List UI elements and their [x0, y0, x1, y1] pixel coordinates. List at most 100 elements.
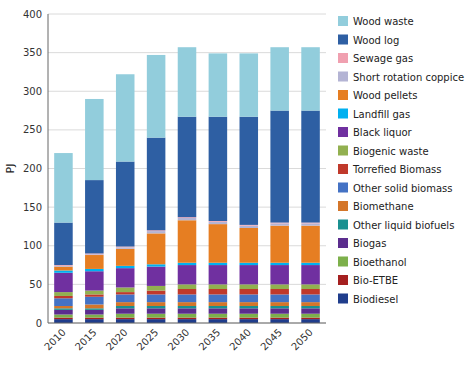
bar-segment — [209, 318, 228, 320]
bar-segment — [54, 296, 73, 298]
bar-segment — [85, 294, 104, 296]
bar-segment — [85, 180, 104, 253]
y-tick-label: 150 — [23, 202, 42, 213]
x-tick-label: 2035 — [197, 327, 223, 353]
bar-segment — [116, 292, 135, 294]
y-tick-label: 0 — [36, 318, 42, 329]
legend-swatch — [338, 164, 348, 174]
legend-label: Biodiesel — [353, 294, 398, 305]
bar-segment — [54, 315, 73, 318]
legend-swatch — [338, 146, 348, 156]
legend-swatch — [338, 294, 348, 304]
bar-segment — [147, 319, 166, 323]
bar-segment — [116, 318, 135, 320]
bar-segment — [240, 53, 259, 116]
chart: 0501001502002503003504002010201520202025… — [0, 0, 474, 369]
bar-segment — [240, 117, 259, 225]
bar-segment — [116, 287, 135, 292]
bar-segment — [178, 117, 197, 217]
legend-label: Other liquid biofuels — [353, 220, 454, 231]
y-tick-label: 200 — [23, 163, 42, 174]
bar-segment — [178, 218, 197, 220]
legend-label: Wood waste — [353, 16, 414, 27]
bar-segment — [54, 223, 73, 265]
bar-segment — [240, 226, 259, 228]
bar-segment — [270, 319, 289, 323]
legend-label: Bioethanol — [353, 257, 407, 268]
bars — [54, 47, 320, 323]
bar-segment — [209, 302, 228, 306]
bar-segment — [301, 111, 320, 223]
legend-label: Wood pellets — [353, 90, 417, 101]
bar-segment — [54, 273, 73, 292]
y-tick-label: 300 — [23, 86, 42, 97]
bar-segment — [270, 111, 289, 223]
bar-segment — [301, 223, 320, 225]
bar-segment — [116, 266, 135, 268]
bar-segment — [116, 302, 135, 306]
grid-line — [48, 323, 326, 324]
bar-segment — [270, 308, 289, 313]
bar-segment — [209, 222, 228, 224]
bar-segment — [54, 270, 73, 272]
y-tick-label: 400 — [23, 9, 42, 20]
x-tick-label: 2020 — [104, 327, 130, 353]
bar-segment — [147, 291, 166, 295]
bar-segment — [54, 292, 73, 296]
bar-segment — [147, 286, 166, 291]
bar-segment — [240, 318, 259, 320]
bar-segment — [116, 319, 135, 323]
bar-segment — [178, 314, 197, 318]
bar-segment — [85, 308, 104, 310]
x-tick-label: 2015 — [73, 327, 99, 353]
legend-label: Short rotation coppice — [353, 72, 464, 83]
legend-swatch — [338, 127, 348, 137]
bar-segment — [301, 306, 320, 308]
bar-segment — [209, 265, 228, 284]
legend: Wood wasteWood logSewage gasShort rotati… — [338, 16, 464, 305]
bar-segment — [240, 302, 259, 306]
legend-swatch — [338, 220, 348, 230]
x-tick-label: 2050 — [289, 327, 315, 353]
bar-segment — [240, 314, 259, 318]
bar-segment — [178, 289, 197, 294]
legend-swatch — [338, 90, 348, 100]
bar-segment — [54, 298, 73, 306]
bar-segment — [147, 138, 166, 231]
bar-segment — [270, 314, 289, 318]
bar-segment — [209, 117, 228, 221]
bar-segment — [209, 314, 228, 318]
legend-swatch — [338, 72, 348, 82]
bar-segment — [209, 224, 228, 263]
bar-segment — [301, 319, 320, 323]
bar-segment — [240, 319, 259, 323]
bar-segment — [270, 302, 289, 306]
y-tick-label: 350 — [23, 47, 42, 58]
legend-swatch — [338, 238, 348, 248]
x-tick-label: 2025 — [135, 327, 161, 353]
bar-segment — [240, 284, 259, 289]
bar-segment — [270, 263, 289, 265]
bar-segment — [301, 263, 320, 265]
bar-segment — [85, 315, 104, 318]
legend-label: Landfill gas — [353, 109, 410, 120]
bar-segment — [54, 319, 73, 323]
bar-segment — [178, 294, 197, 302]
bar-segment — [209, 319, 228, 323]
bar-segment — [116, 306, 135, 308]
bar-segment — [85, 269, 104, 271]
x-tick-label: 2030 — [166, 327, 192, 353]
bar-segment — [178, 265, 197, 284]
bar-segment — [54, 306, 73, 308]
legend-swatch — [338, 201, 348, 211]
bar-segment — [178, 284, 197, 289]
bar-segment — [85, 310, 104, 315]
bar-segment — [301, 302, 320, 306]
bar-segment — [270, 284, 289, 289]
bar-segment — [85, 297, 104, 305]
x-axis-line — [48, 323, 326, 324]
bar-segment — [270, 306, 289, 308]
legend-label: Biomethane — [353, 201, 414, 212]
x-tick-label: 2040 — [227, 327, 253, 353]
bar-segment — [85, 255, 104, 269]
